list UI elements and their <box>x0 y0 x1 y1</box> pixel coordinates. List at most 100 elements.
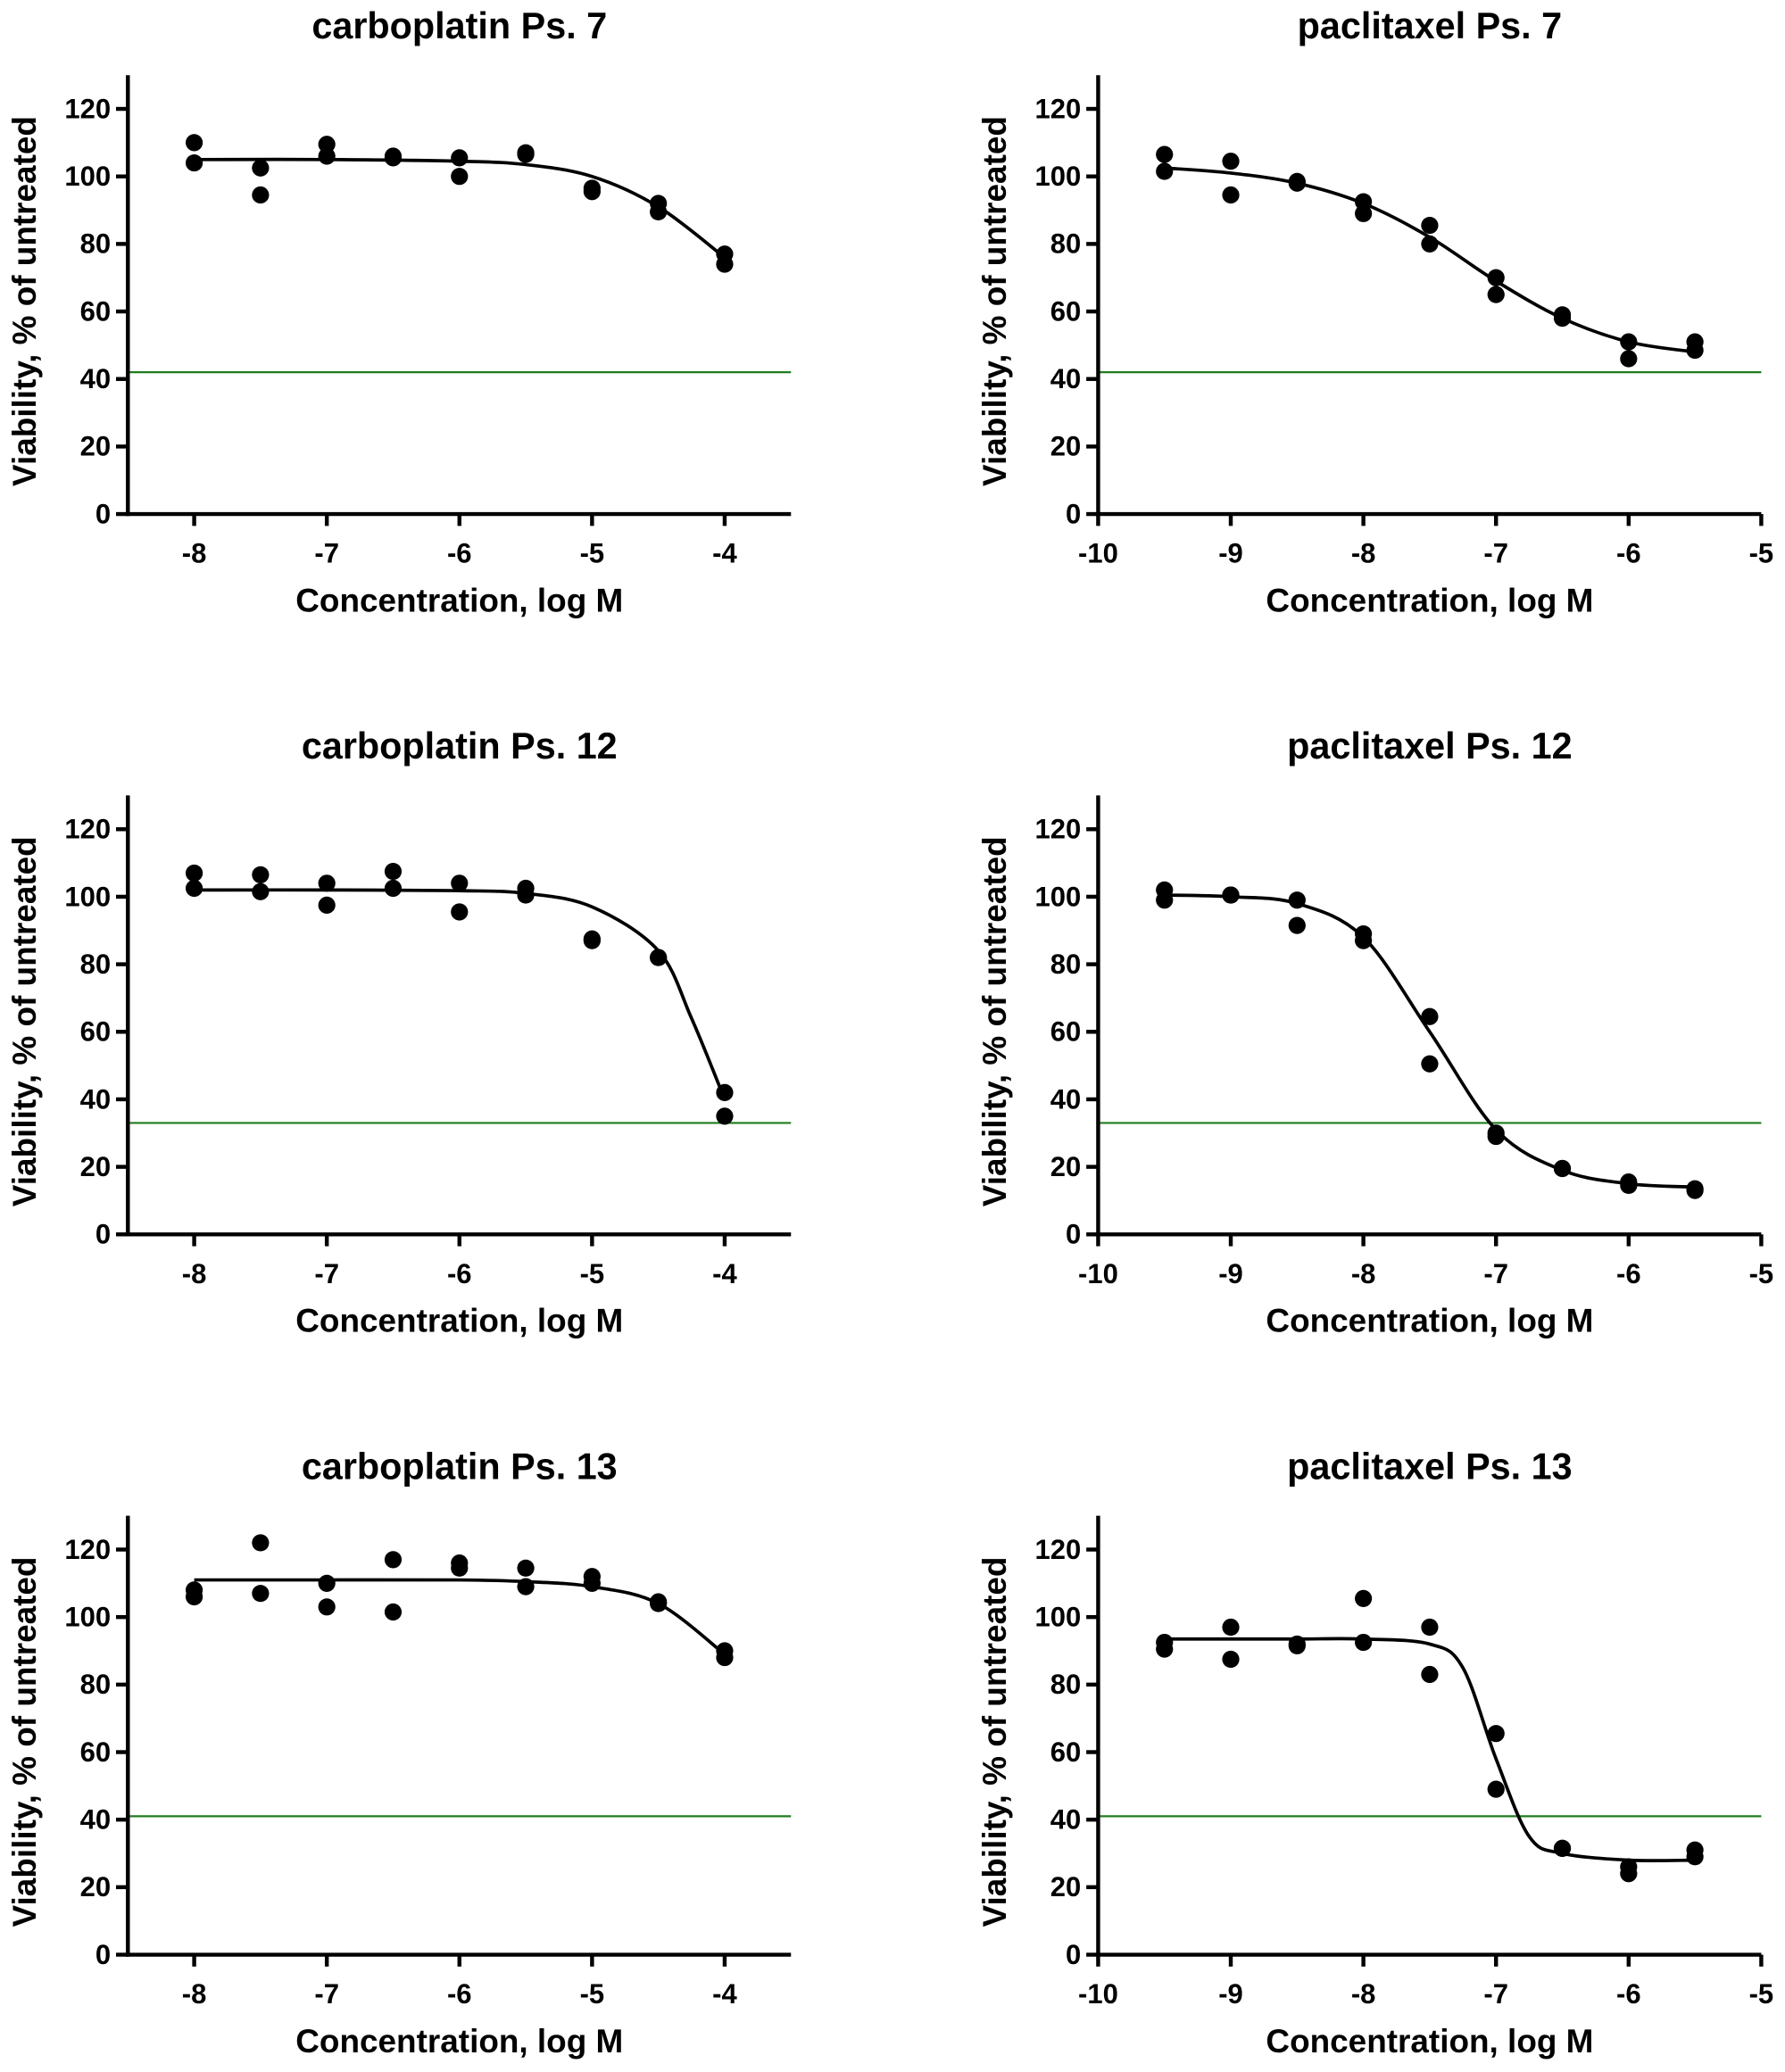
chart-panel: carboplatin Ps. 13 0 20 40 60 80 100 120 -8 -7 -6 -… <box>6 1446 792 2060</box>
chart-panel: carboplatin Ps. 12 0 20 40 60 80 100 120 -8 -7 -6 -… <box>6 725 792 1339</box>
x-tick-label: -8 <box>1351 1258 1376 1289</box>
data-point <box>1487 1780 1505 1798</box>
y-tick-label: 20 <box>1050 431 1081 462</box>
x-tick-label: -9 <box>1218 1978 1243 2010</box>
x-axis-label: Concentration, log M <box>1266 1303 1593 1339</box>
data-point <box>1421 1665 1439 1684</box>
data-point <box>318 874 336 892</box>
data-point <box>1355 204 1373 222</box>
fit-curve <box>194 1578 726 1656</box>
x-tick-label: -5 <box>1749 1258 1774 1289</box>
x-tick-label: -7 <box>1483 538 1508 569</box>
data-point <box>1222 153 1240 170</box>
y-tick-label: 0 <box>1066 1219 1081 1250</box>
x-tick-label: -5 <box>580 1258 605 1289</box>
data-point <box>185 864 203 883</box>
data-point <box>451 168 469 186</box>
x-tick-label: -10 <box>1078 1978 1118 2010</box>
data-point <box>583 1574 601 1592</box>
y-tick-label: 100 <box>64 161 111 192</box>
x-tick-label: -8 <box>1351 1978 1376 2010</box>
data-point <box>1421 235 1439 253</box>
data-point <box>716 1107 734 1125</box>
y-tick-label: 60 <box>80 295 111 327</box>
data-point <box>1620 1176 1638 1195</box>
y-tick-label: 20 <box>80 1871 111 1902</box>
data-point <box>1222 186 1240 204</box>
data-point <box>1156 145 1174 163</box>
y-tick-label: 20 <box>80 431 111 462</box>
y-tick-label: 0 <box>1066 1939 1081 1970</box>
x-tick-label: -4 <box>712 1978 737 2010</box>
x-tick-label: -8 <box>182 538 207 569</box>
y-tick-label: 20 <box>80 1151 111 1182</box>
data-point <box>1288 891 1306 909</box>
data-point <box>716 1083 734 1101</box>
x-tick-label: -7 <box>1483 1978 1508 2010</box>
data-point <box>451 149 469 167</box>
x-tick-label: -10 <box>1078 538 1118 569</box>
data-point <box>650 949 668 966</box>
chart-title: paclitaxel Ps. 13 <box>1287 1446 1572 1487</box>
y-tick-label: 60 <box>1050 295 1081 327</box>
data-point <box>650 203 668 221</box>
chart-panel: paclitaxel Ps. 7 0 20 40 60 80 100 120 -10 -9 -8 -7… <box>976 5 1773 619</box>
y-tick-label: 100 <box>1034 161 1081 192</box>
y-axis-label: Viability, % of untreated <box>6 1557 43 1927</box>
fit-curve <box>1164 166 1696 354</box>
x-tick-label: -8 <box>182 1258 207 1289</box>
data-point <box>517 1578 535 1595</box>
x-tick-label: -8 <box>1351 538 1376 569</box>
data-point <box>318 896 336 914</box>
x-tick-label: -9 <box>1218 1258 1243 1289</box>
x-tick-label: -7 <box>314 1258 339 1289</box>
y-tick-label: 80 <box>1050 1669 1081 1700</box>
y-tick-label: 40 <box>1050 1804 1081 1836</box>
data-point <box>384 879 403 898</box>
y-tick-label: 120 <box>64 814 111 845</box>
chart-title: carboplatin Ps. 7 <box>311 5 607 46</box>
data-point <box>185 134 203 152</box>
x-tick-label: -6 <box>1616 538 1641 569</box>
data-point <box>517 886 535 904</box>
data-point <box>451 874 469 892</box>
chart-panel: paclitaxel Ps. 12 0 20 40 60 80 100 120 -10 -9 -8 -… <box>976 725 1773 1339</box>
data-point <box>716 1648 734 1667</box>
data-point <box>252 883 270 900</box>
x-tick-label: -4 <box>712 1258 737 1289</box>
y-tick-label: 120 <box>64 1534 111 1565</box>
data-point <box>650 1595 668 1612</box>
y-tick-label: 20 <box>1050 1151 1081 1182</box>
data-point <box>1156 1640 1174 1658</box>
x-tick-label: -7 <box>314 1978 339 2010</box>
data-point <box>1620 1865 1638 1883</box>
data-point <box>583 183 601 201</box>
data-point <box>451 903 469 921</box>
data-point <box>252 159 270 177</box>
y-tick-label: 0 <box>95 1219 111 1250</box>
y-tick-label: 40 <box>80 1083 111 1115</box>
fit-curve <box>194 888 726 1100</box>
chart-title: paclitaxel Ps. 7 <box>1298 5 1562 46</box>
data-point <box>318 1598 336 1616</box>
y-tick-label: 60 <box>1050 1016 1081 1048</box>
y-tick-label: 120 <box>1034 1534 1081 1565</box>
x-tick-label: -8 <box>182 1978 207 2010</box>
data-point <box>1686 341 1704 360</box>
y-axis-label: Viability, % of untreated <box>976 116 1013 486</box>
data-point <box>1222 1650 1240 1669</box>
data-point <box>1487 269 1505 286</box>
data-point <box>384 862 403 881</box>
y-tick-label: 100 <box>64 1602 111 1633</box>
x-axis-label: Concentration, log M <box>1266 582 1593 618</box>
y-tick-label: 20 <box>1050 1871 1081 1902</box>
data-point <box>252 1585 270 1603</box>
data-point <box>1156 162 1174 180</box>
y-tick-label: 0 <box>95 1939 111 1970</box>
fit-curve <box>1164 1637 1696 1863</box>
y-axis-label: Viability, % of untreated <box>976 836 1013 1206</box>
x-tick-label: -6 <box>447 1258 472 1289</box>
data-point <box>1156 891 1174 909</box>
x-tick-label: -5 <box>1749 538 1774 569</box>
